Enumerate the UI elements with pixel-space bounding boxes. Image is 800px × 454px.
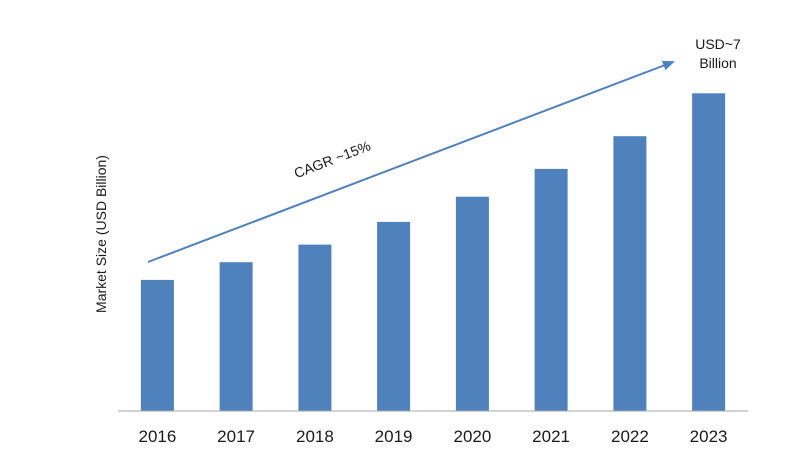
bar-2016 [140, 279, 174, 411]
bar-2022 [613, 136, 647, 411]
bar-2017 [219, 262, 253, 411]
x-tick-label-2023: 2023 [690, 427, 728, 446]
bar-2020 [455, 196, 489, 411]
bar-2021 [534, 168, 568, 411]
x-tick-label-2022: 2022 [611, 427, 649, 446]
bar-2019 [377, 221, 411, 411]
x-tick-labels: 2016 2017 2018 2019 2020 2021 2022 2023 [138, 427, 727, 446]
end-value-annotation-line1: USD~7 [695, 36, 741, 52]
x-tick-label-2017: 2017 [217, 427, 255, 446]
x-tick-label-2018: 2018 [296, 427, 334, 446]
bar-2023 [692, 93, 726, 412]
y-axis-label: Market Size (USD Billion) [93, 155, 109, 313]
x-tick-label-2019: 2019 [375, 427, 413, 446]
bars-group [140, 93, 726, 412]
x-tick-label-2016: 2016 [138, 427, 176, 446]
growth-arrow [147, 60, 675, 263]
bar-2018 [298, 244, 332, 411]
x-tick-label-2020: 2020 [453, 427, 491, 446]
cagr-annotation: CAGR ~15% [292, 137, 373, 181]
end-value-annotation-line2: Billion [699, 55, 736, 71]
x-tick-label-2021: 2021 [532, 427, 570, 446]
